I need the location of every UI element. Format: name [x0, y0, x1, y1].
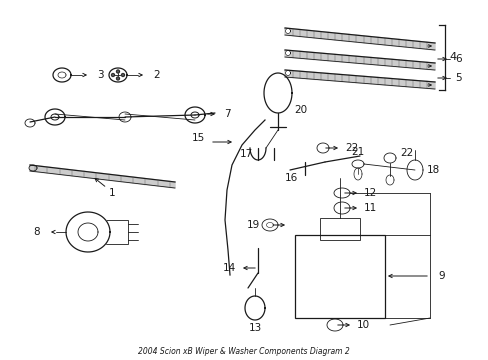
Polygon shape — [285, 71, 290, 76]
Text: 6: 6 — [454, 54, 461, 64]
Text: 13: 13 — [248, 323, 261, 333]
Text: 2004 Scion xB Wiper & Washer Components Diagram 2: 2004 Scion xB Wiper & Washer Components … — [138, 347, 349, 356]
Polygon shape — [66, 212, 110, 252]
Text: 10: 10 — [356, 320, 369, 330]
Text: 20: 20 — [293, 105, 306, 115]
Text: 11: 11 — [363, 203, 376, 213]
Text: 16: 16 — [285, 173, 298, 183]
Polygon shape — [285, 28, 290, 33]
Polygon shape — [285, 28, 434, 50]
Bar — [106, 220, 128, 244]
Text: 14: 14 — [223, 263, 236, 273]
Polygon shape — [121, 73, 124, 76]
Polygon shape — [285, 70, 434, 89]
Text: 12: 12 — [363, 188, 376, 198]
Text: 21: 21 — [351, 147, 364, 157]
Text: 7: 7 — [224, 109, 230, 119]
Text: 3: 3 — [97, 70, 103, 80]
Bar — [294, 235, 384, 318]
Text: 4: 4 — [448, 52, 456, 62]
Polygon shape — [285, 50, 290, 55]
Text: 5: 5 — [454, 73, 461, 83]
Text: 17: 17 — [239, 149, 252, 159]
Polygon shape — [285, 50, 434, 70]
Polygon shape — [30, 165, 175, 188]
Bar — [319, 218, 359, 240]
Text: 8: 8 — [33, 227, 40, 237]
Text: 22: 22 — [345, 143, 358, 153]
Text: 22: 22 — [399, 148, 412, 158]
Polygon shape — [111, 73, 114, 76]
Polygon shape — [116, 77, 119, 80]
Text: 2: 2 — [153, 70, 159, 80]
Text: 19: 19 — [246, 220, 260, 230]
Polygon shape — [116, 70, 119, 73]
Text: 15: 15 — [191, 133, 204, 143]
Text: 1: 1 — [108, 188, 115, 198]
Text: 9: 9 — [437, 271, 444, 281]
Text: 18: 18 — [426, 165, 439, 175]
